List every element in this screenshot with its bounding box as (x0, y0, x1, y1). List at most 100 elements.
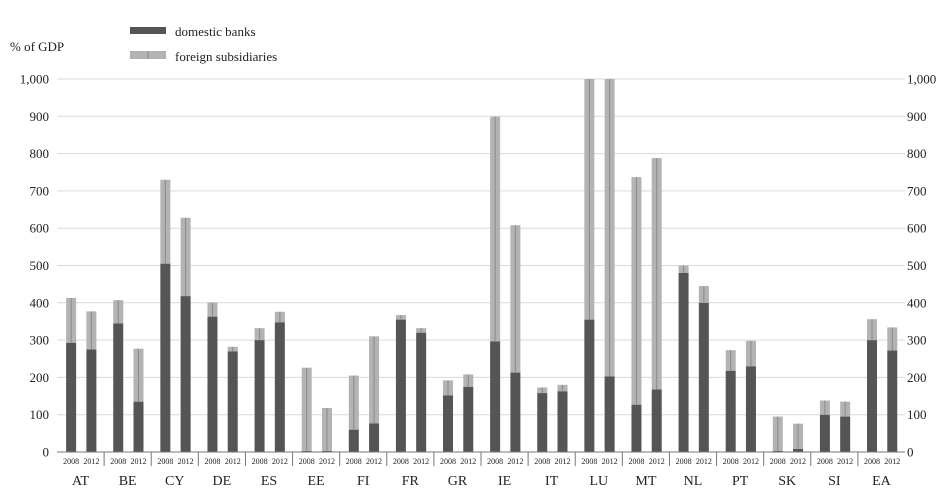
y-tick-label-left: 600 (30, 221, 50, 236)
bar-domestic-sk-2012 (793, 449, 804, 452)
y-tick-label-right: 500 (907, 258, 927, 273)
y-tick-label-right: 1,000 (907, 72, 936, 87)
x-country-label-fi: FI (357, 474, 370, 489)
bar-domestic-be-2012 (133, 401, 144, 452)
y-tick-label-left: 400 (30, 295, 50, 310)
x-country-label-nl: NL (684, 474, 703, 489)
bar-domestic-gr-2008 (443, 395, 454, 452)
x-year-label: 2012 (272, 457, 288, 466)
x-year-label: 2008 (864, 457, 880, 466)
bar-domestic-lu-2008 (584, 319, 595, 452)
bar-domestic-nl-2012 (698, 302, 709, 452)
x-year-label: 2008 (204, 457, 220, 466)
x-year-label: 2012 (225, 457, 241, 466)
bar-domestic-fi-2012 (369, 423, 380, 452)
y-tick-label-left: 700 (30, 183, 50, 198)
x-country-label-de: DE (213, 474, 232, 489)
bar-domestic-de-2008 (207, 316, 218, 452)
bar-domestic-si-2008 (819, 414, 830, 452)
y-tick-label-left: 800 (30, 146, 50, 161)
x-year-label: 2012 (366, 457, 382, 466)
x-year-label: 2008 (346, 457, 362, 466)
y-tick-label-right: 600 (907, 221, 927, 236)
legend: domestic banks foreign subsidiaries (130, 24, 277, 64)
x-year-label: 2008 (628, 457, 644, 466)
bar-domestic-ea-2008 (867, 340, 878, 452)
x-year-label: 2012 (131, 457, 147, 466)
y-tick-label-right: 0 (907, 445, 914, 460)
y-tick-label-left: 300 (30, 333, 50, 348)
x-year-label: 2012 (790, 457, 806, 466)
bar-domestic-sk-2008 (772, 450, 783, 452)
x-year-label: 2008 (817, 457, 833, 466)
bar-domestic-gr-2012 (463, 386, 474, 452)
y-tick-label-left: 0 (43, 445, 50, 460)
bar-domestic-ee-2012 (321, 450, 332, 452)
x-country-label-it: IT (545, 474, 559, 489)
y-tick-label-right: 900 (907, 109, 927, 124)
x-year-label: 2012 (884, 457, 900, 466)
x-country-label-fr: FR (402, 474, 420, 489)
x-year-label: 2008 (157, 457, 173, 466)
x-year-label: 2008 (487, 457, 503, 466)
x-country-label-sk: SK (778, 474, 796, 489)
x-country-label-at: AT (72, 474, 90, 489)
x-country-label-mt: MT (635, 474, 656, 489)
bar-domestic-es-2008 (254, 340, 265, 452)
x-year-label: 2008 (440, 457, 456, 466)
bar-domestic-pt-2008 (725, 370, 736, 452)
bar-domestic-mt-2012 (651, 389, 662, 452)
y-tick-label-left: 1,000 (20, 72, 49, 87)
y-tick-label-right: 100 (907, 407, 927, 422)
bar-domestic-be-2008 (113, 323, 124, 452)
bar-domestic-lu-2012 (604, 376, 615, 452)
x-year-label: 2008 (252, 457, 268, 466)
tick-labels: 0 0 100 100 200 200 300 300 400 400 500 500 600 600 70… (20, 72, 937, 490)
x-year-label: 2008 (110, 457, 126, 466)
x-year-label: 2012 (837, 457, 853, 466)
bar-domestic-fi-2008 (348, 429, 359, 452)
legend-swatch-domestic (130, 27, 166, 34)
x-country-label-pt: PT (732, 474, 749, 489)
bar-domestic-si-2012 (840, 416, 851, 452)
x-year-label: 2012 (555, 457, 571, 466)
x-year-label: 2012 (696, 457, 712, 466)
x-year-label: 2012 (83, 457, 99, 466)
legend-label-foreign: foreign subsidiaries (175, 49, 277, 64)
x-country-label-gr: GR (448, 474, 468, 489)
x-country-label-cy: CY (165, 474, 184, 489)
x-year-label: 2012 (602, 457, 618, 466)
bar-domestic-de-2012 (227, 351, 238, 452)
x-country-label-si: SI (828, 474, 841, 489)
y-tick-label-left: 100 (30, 407, 50, 422)
bar-domestic-at-2008 (66, 342, 77, 452)
legend-label-domestic: domestic banks (175, 24, 256, 39)
bar-domestic-ee-2008 (301, 450, 312, 452)
bars (66, 79, 898, 452)
y-tick-label-right: 400 (907, 295, 927, 310)
bar-domestic-it-2012 (557, 391, 568, 452)
x-year-label: 2008 (676, 457, 692, 466)
y-tick-label-right: 200 (907, 370, 927, 385)
y-tick-label-right: 300 (907, 333, 927, 348)
y-axis-unit-label: % of GDP (10, 39, 64, 54)
y-tick-label-right: 700 (907, 183, 927, 198)
x-year-label: 2012 (743, 457, 759, 466)
bar-domestic-it-2008 (537, 393, 548, 452)
bar-domestic-es-2012 (274, 322, 285, 452)
x-year-label: 2012 (649, 457, 665, 466)
bar-domestic-ea-2012 (887, 350, 898, 452)
bar-domestic-ie-2012 (510, 372, 521, 452)
x-country-label-ie: IE (498, 474, 511, 489)
x-year-label: 2012 (507, 457, 523, 466)
bar-domestic-cy-2012 (180, 296, 191, 452)
y-tick-label-left: 200 (30, 370, 50, 385)
x-country-label-lu: LU (589, 474, 608, 489)
bar-domestic-at-2012 (86, 349, 97, 452)
y-tick-label-left: 900 (30, 109, 50, 124)
x-country-label-ea: EA (872, 474, 892, 489)
x-year-label: 2008 (63, 457, 79, 466)
bar-domestic-cy-2008 (160, 263, 171, 452)
x-year-label: 2012 (413, 457, 429, 466)
